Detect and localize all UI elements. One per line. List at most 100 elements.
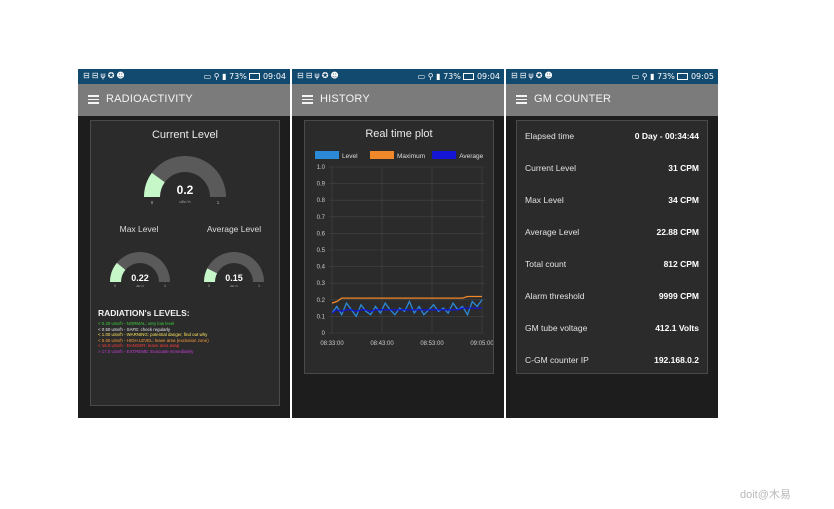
gm-counter-card: Elapsed time 0 Day - 00:34:44 Current Le… <box>516 120 708 374</box>
menu-icon[interactable] <box>88 95 99 104</box>
gauge-min: 0 <box>151 200 154 205</box>
gm-row-average-level: Average Level 22.88 CPM <box>525 227 699 247</box>
battery-level: 73% <box>229 72 247 81</box>
status-bar: ⊟⊟ψ✪☻ ▭ ⚲ ▮ 73% 09:04 <box>78 69 290 84</box>
gm-label: Elapsed time <box>525 131 575 141</box>
gauge-track <box>110 252 170 282</box>
battery-icon <box>463 73 475 80</box>
gauge-track <box>204 252 264 282</box>
notification-icon: ⊟ <box>297 71 306 80</box>
screen-history: ⊟⊟ψ✪☻ ▭ ⚲ ▮ 73% 09:04 HISTORY Real time … <box>292 69 504 418</box>
gauge-fill <box>110 262 126 282</box>
status-right: ▭ ⚲ ▮ 73% 09:05 <box>632 72 714 81</box>
level-item: > 17.0 uSv/h - EXTREME: Evacuate immedia… <box>98 348 194 354</box>
gm-label: Max Level <box>525 195 564 205</box>
gauge-fill <box>204 268 218 282</box>
screen-radioactivity: ⊟⊟ψ✪☻ ▭ ⚲ ▮ 73% 09:04 RADIOACTIVITY Curr… <box>78 69 290 418</box>
y-tick-label: 0.8 <box>317 198 326 204</box>
history-chart-card: Real time plot Level Maximum Average 0 0.1 0.… <box>304 120 494 374</box>
status-notification-icons: ⊟⊟ψ✪☻ <box>511 71 555 80</box>
menu-icon[interactable] <box>516 95 527 104</box>
gm-row-current-level: Current Level 31 CPM <box>525 163 699 183</box>
clock: 09:04 <box>262 72 286 81</box>
page-title: GM COUNTER <box>534 93 612 105</box>
average-level-gauge: 0.15 uSv / h 0 1 <box>204 252 264 288</box>
current-level-title: Current Level <box>151 129 219 141</box>
gm-label: Current Level <box>525 163 577 173</box>
max-level-title: Max Level <box>119 224 159 234</box>
gauge-max: 1 <box>217 200 220 205</box>
screen-gm-counter: ⊟⊟ψ✪☻ ▭ ⚲ ▮ 73% 09:05 GM COUNTER Elapsed… <box>506 69 718 418</box>
cast-icon: ▭ <box>417 72 426 81</box>
y-tick-label: 1.0 <box>317 165 326 171</box>
gauge-fill <box>144 172 165 197</box>
app-bar: GM COUNTER <box>506 84 718 116</box>
gm-row-counter-ip: C-GM counter IP 192.168.0.2 <box>525 355 699 375</box>
gm-label: Alarm threshold <box>525 291 585 301</box>
y-tick-label: 0.7 <box>317 215 326 221</box>
app-icon: ✪ <box>107 71 117 80</box>
x-tick-label: 09:05:00 <box>470 341 493 347</box>
watermark: doit@木易 <box>740 489 791 501</box>
android-icon: ☻ <box>116 71 127 80</box>
legend-label: Level <box>342 153 358 160</box>
battery-icon <box>677 73 689 80</box>
gm-value: 812 CPM <box>663 259 699 269</box>
y-tick-label: 0.9 <box>317 182 326 188</box>
legend-label: Maximum <box>397 153 425 160</box>
usb-icon: ψ <box>528 71 536 80</box>
android-icon: ☻ <box>544 71 555 80</box>
legend-swatch <box>315 151 339 159</box>
gauge-value: 0.22 <box>131 273 149 283</box>
gm-label: GM tube voltage <box>525 323 588 333</box>
status-right: ▭ ⚲ ▮ 73% 09:04 <box>418 72 500 81</box>
clock: 09:04 <box>476 72 500 81</box>
gauge-max: 1 <box>258 284 260 288</box>
app-bar: RADIOACTIVITY <box>78 84 290 116</box>
gauge-track <box>144 156 226 197</box>
legend-swatch <box>370 151 394 159</box>
gauge-min: 0 <box>114 284 116 288</box>
levels-card: Current Level 0.2 uSv / h 0 1 Max Level … <box>90 120 280 406</box>
battery-level: 73% <box>443 72 461 81</box>
gm-value: 31 CPM <box>668 163 699 173</box>
wifi-icon: ⚲ <box>641 72 648 81</box>
menu-icon[interactable] <box>302 95 313 104</box>
usb-icon: ψ <box>100 71 108 80</box>
clock: 09:05 <box>690 72 714 81</box>
series-line-level <box>331 299 483 318</box>
series-line-maximum <box>331 295 482 304</box>
gauge-unit: uSv / h <box>136 284 145 288</box>
signal-icon: ▮ <box>222 72 227 81</box>
x-tick-label: 08:53:00 <box>420 341 444 347</box>
legend-swatch <box>432 151 457 159</box>
radiation-levels-title: RADIATION's LEVELS: <box>98 308 190 318</box>
y-tick-label: 0.4 <box>317 265 326 271</box>
legend-label: Average <box>459 153 483 160</box>
level-item: < 16.5 uSv/h - DANGER: leave area asap <box>98 343 180 348</box>
gm-row-total-count: Total count 812 CPM <box>525 259 699 279</box>
gm-label: C-GM counter IP <box>525 355 589 365</box>
page-title: HISTORY <box>320 93 370 105</box>
gm-value: 34 CPM <box>668 195 699 205</box>
page-title: RADIOACTIVITY <box>106 93 193 105</box>
current-level-gauge: 0.2 uSv / h 0 1 <box>144 156 226 205</box>
status-notification-icons: ⊟⊟ψ✪☻ <box>297 71 341 80</box>
level-item: < 0.50 uSv/h - SAFE: check regularly <box>98 326 171 332</box>
app-icon: ✪ <box>321 71 331 80</box>
notification-icon: ⊟ <box>305 71 315 80</box>
x-tick-label: 08:33:00 <box>320 341 344 347</box>
level-item: < 6.50 uSv/h - HIGH LEVEL: leave area (e… <box>98 337 209 343</box>
wifi-icon: ⚲ <box>427 72 434 81</box>
gm-label: Total count <box>525 259 567 269</box>
x-tick-label: 08:43:00 <box>370 341 394 347</box>
max-level-gauge: 0.22 uSv / h 0 1 <box>110 252 170 288</box>
battery-icon <box>249 73 261 80</box>
level-item: < 0.20 uSv/h - NORMAL: very low level <box>98 321 175 326</box>
app-icon: ✪ <box>535 71 545 80</box>
gm-row-elapsed-time: Elapsed time 0 Day - 00:34:44 <box>525 131 699 151</box>
gm-row-max-level: Max Level 34 CPM <box>525 195 699 215</box>
gauge-value: 0.15 <box>225 273 243 283</box>
y-tick-label: 0.2 <box>317 298 326 304</box>
status-bar: ⊟⊟ψ✪☻ ▭ ⚲ ▮ 73% 09:04 <box>292 69 504 84</box>
